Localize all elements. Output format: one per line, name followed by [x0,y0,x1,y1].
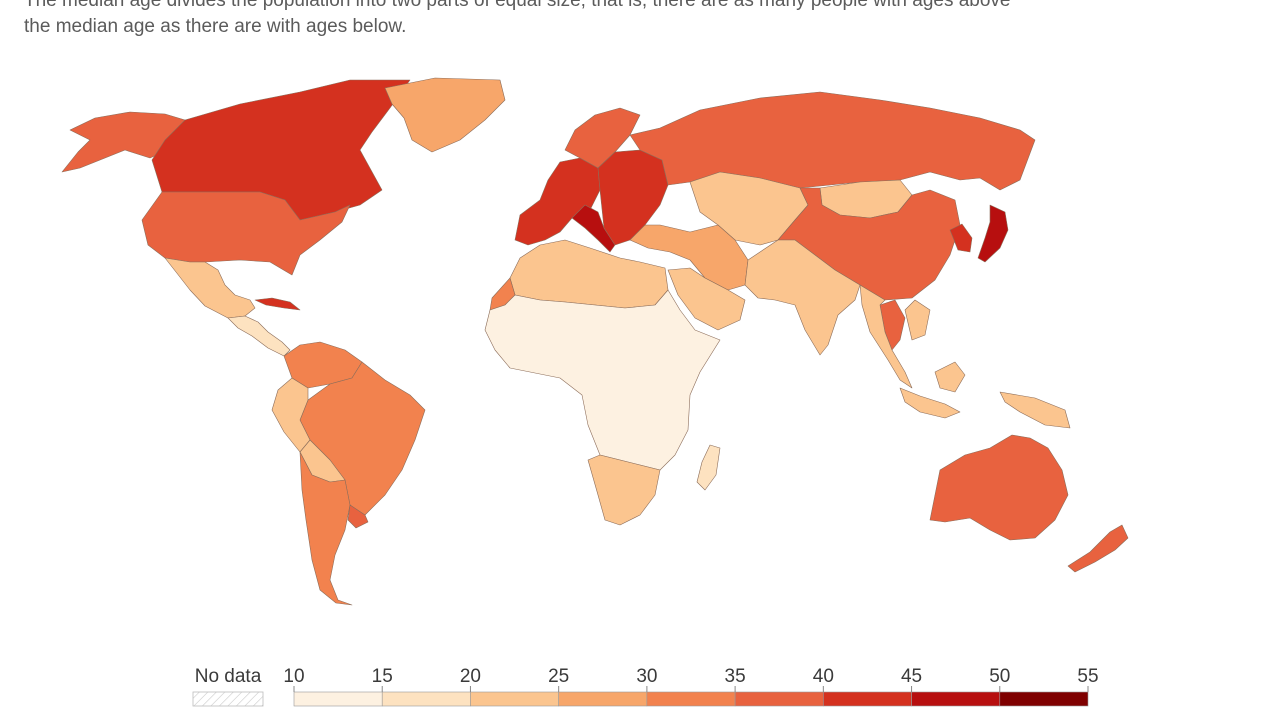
legend-tick-label-55: 55 [1077,666,1098,687]
region-scandinavia[interactable]: Scandinavia [564,107,641,169]
region-greenland[interactable]: Greenland [384,77,506,153]
legend-bin-20-25[interactable] [470,691,559,707]
region-canada[interactable]: Canada [151,79,411,221]
region-madagascar[interactable]: Madagascar [696,444,721,491]
region-australia[interactable]: Australia [929,434,1069,541]
region-new-zealand[interactable]: New Zealand [1067,524,1129,573]
region-korea[interactable]: Korea [949,223,973,253]
region-indonesia[interactable]: Indonesia [899,361,1071,429]
region-southeast-asia[interactable]: Southeast Asia [859,284,931,389]
legend-bin-25-30[interactable] [558,691,648,707]
region-united-states[interactable]: United States [141,191,351,276]
legend-no-data-swatch[interactable] [192,691,264,707]
legend-tick-label-50: 50 [989,666,1010,687]
region-argentina-chile[interactable]: Argentina & Chile [299,451,353,606]
region-peru[interactable]: Peru [271,377,311,453]
legend-tick-label-20: 20 [460,666,481,687]
legend-bin-50-55[interactable] [999,691,1089,707]
legend-tick-label-15: 15 [372,666,393,687]
legend-bin-15-20[interactable] [381,691,471,707]
region-cuba[interactable]: Cuba [254,297,301,311]
subtitle-line-1: The median age divides the population in… [24,0,1011,11]
region-mexico[interactable]: Mexico [164,257,256,319]
region-sub-saharan-africa[interactable]: Sub-Saharan Africa [484,289,721,471]
region-south-asia[interactable]: South Asia [744,239,861,356]
legend-bin-45-50[interactable] [911,691,1001,707]
legend-tick-label-45: 45 [901,666,922,687]
legend-ticks: 10 15 20 25 30 35 40 45 50 55 [283,666,1099,692]
region-eastern-europe[interactable]: Eastern Europe [597,149,669,246]
legend-tick-label-40: 40 [813,666,834,687]
legend-tick-label-35: 35 [725,666,746,687]
legend-tick-label-10: 10 [283,666,304,687]
legend-bin-10-15[interactable] [293,691,383,707]
legend-tick-label-30: 30 [636,666,657,687]
legend-tick-label-25: 25 [548,666,569,687]
legend-bin-35-40[interactable] [734,691,824,707]
legend-bin-40-45[interactable] [823,691,912,707]
region-arabian-peninsula[interactable]: Arabian Peninsula [667,267,746,331]
legend-no-data-label: No data [195,666,262,687]
region-japan[interactable]: Japan [977,204,1009,263]
legend-scale [293,691,1089,707]
subtitle-line-2: the median age as there are with ages be… [24,16,407,37]
region-southern-africa[interactable]: Southern Africa [587,454,661,526]
region-alaska[interactable]: Alaska [61,111,186,173]
map-subtitle: The median age divides the population in… [24,0,1144,40]
region-uruguay[interactable]: Uruguay [347,504,369,529]
region-central-america[interactable]: Central America [227,315,291,357]
world-map[interactable]: Alaska Canada Greenland United States Me… [40,60,1220,620]
legend-bin-30-35[interactable] [646,691,736,707]
